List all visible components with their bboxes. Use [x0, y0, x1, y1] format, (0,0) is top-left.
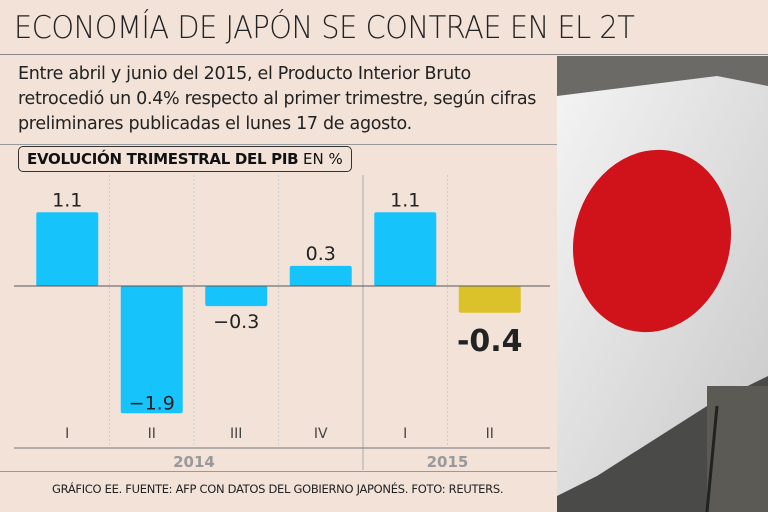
bar-value-label: −0.3: [213, 311, 259, 333]
year-label: 2014: [173, 453, 215, 471]
bar-value-label: −1.9: [129, 392, 175, 414]
source-credit: GRÁFICO EE. FUENTE: AFP CON DATOS DEL GO…: [52, 482, 504, 496]
bar: [374, 212, 437, 286]
quarter-tick-label: I: [65, 426, 69, 442]
quarter-tick-label: IV: [314, 426, 328, 442]
divider: [0, 471, 557, 472]
bar: [205, 286, 268, 307]
chart-unit: EN %: [303, 150, 343, 168]
quarter-tick-label: III: [230, 426, 242, 442]
bar: [36, 212, 99, 286]
chart-title-text: EVOLUCIÓN TRIMESTRAL DEL PIB: [27, 150, 299, 168]
quarter-tick-label: II: [486, 426, 494, 442]
bar-value-label: -0.4: [457, 324, 523, 359]
divider: [0, 54, 768, 55]
divider: [0, 144, 557, 145]
japan-flag-photo: [557, 56, 768, 512]
intro-text: Entre abril y junio del 2015, el Product…: [18, 64, 537, 134]
quarter-tick-label: I: [403, 426, 407, 442]
bar: [120, 286, 183, 414]
page-title: ECONOMÍA DE JAPÓN SE CONTRAE EN EL 2T: [14, 10, 635, 46]
chart-title: EVOLUCIÓN TRIMESTRAL DEL PIB EN %: [18, 146, 352, 172]
bar: [289, 265, 352, 286]
year-label: 2015: [427, 453, 469, 471]
bar-value-label: 1.1: [52, 189, 82, 211]
bar: [458, 286, 521, 313]
bar-chart: 1.1 I −1.9 II −0.3 III 0.3 IV 1.1 I -0.4 II 2014 2015: [14, 175, 550, 471]
bar-value-label: 1.1: [390, 189, 420, 211]
quarter-tick-label: II: [148, 426, 156, 442]
bar-value-label: 0.3: [306, 243, 336, 265]
